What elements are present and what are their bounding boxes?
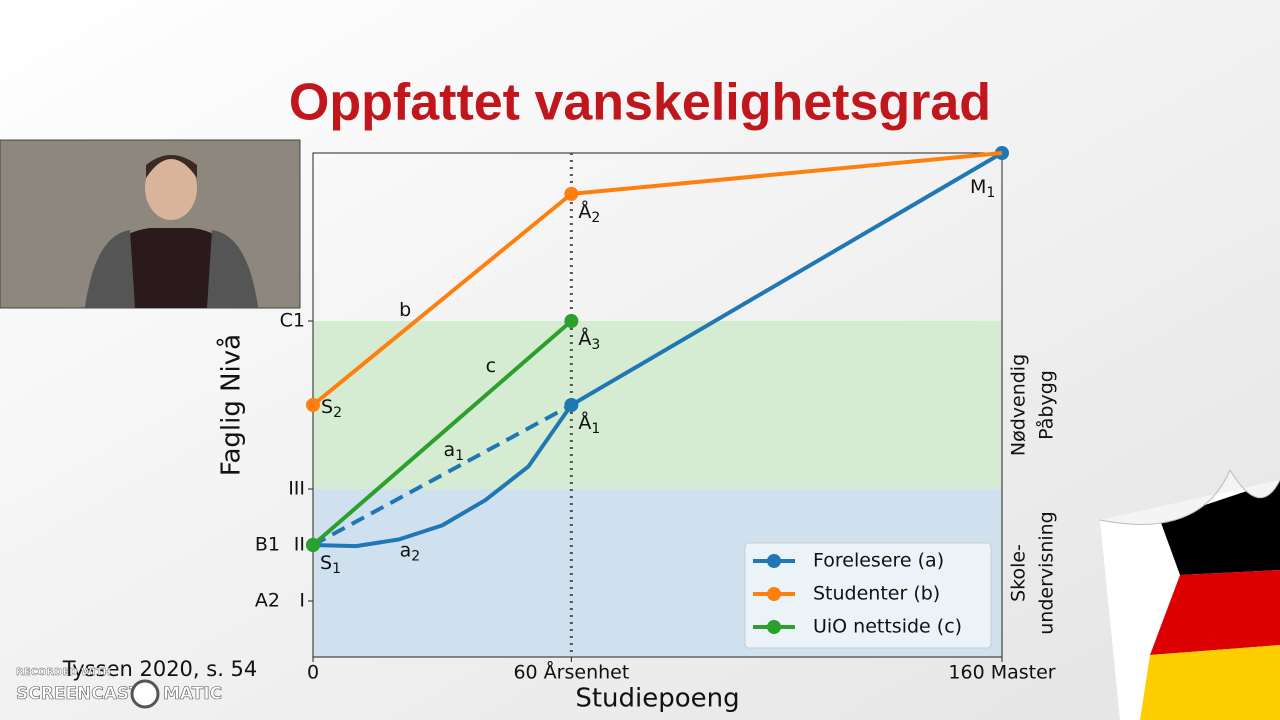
annotation: Å2: [578, 199, 600, 226]
annotation-text: Å: [578, 327, 591, 350]
annotation: Å1: [578, 411, 600, 438]
annotation: c: [486, 354, 496, 376]
annotation-sub: 1: [455, 448, 464, 464]
legend-swatch-marker: [767, 587, 781, 601]
annotation-sub: 2: [411, 549, 420, 565]
watermark-text: RECORDED WITH: [16, 667, 111, 678]
annotation: Å3: [578, 327, 600, 354]
annotation: M1: [970, 176, 995, 202]
band-label: Skole-: [1008, 544, 1030, 602]
annotation-sub: 1: [591, 421, 600, 437]
y-tick-label: C1: [280, 310, 305, 332]
band-label: Nødvendig: [1008, 354, 1030, 456]
y-axis-label: Faglig Nivå: [216, 334, 247, 476]
x-tick-label: 160 Master: [948, 662, 1055, 684]
annotation-sub: 1: [986, 185, 995, 201]
series-marker: [306, 398, 320, 412]
series-marker: [564, 314, 579, 328]
annotation-text: Å: [578, 199, 591, 222]
annotation-text: a: [400, 539, 412, 561]
watermark-logo: [130, 679, 160, 709]
annotation-text: M: [970, 176, 986, 198]
annotation: S1: [320, 552, 341, 578]
legend-swatch-marker: [767, 554, 781, 568]
annotation: a1: [444, 438, 465, 464]
series-marker: [564, 186, 579, 201]
annotation: a2: [400, 539, 421, 565]
dashed-line: [312, 403, 573, 547]
series-line: [312, 151, 1004, 549]
legend-label: Forelesere (a): [813, 550, 944, 572]
annotation-sub: 2: [591, 210, 600, 226]
legend-swatch-marker: [767, 620, 781, 634]
y-tick-label: I: [299, 590, 305, 612]
series-marker: [306, 538, 320, 552]
band-label: Påbygg: [1035, 370, 1058, 440]
annotation-text: S: [320, 552, 332, 574]
x-axis-label: Studiepoeng: [575, 684, 739, 714]
y-tick-label: III: [288, 478, 305, 500]
series-marker: [564, 398, 579, 412]
webcam: [0, 139, 301, 309]
watermark-text: MATIC: [163, 684, 222, 704]
annotation-text: b: [399, 298, 411, 320]
x-tick-label: 0: [307, 662, 319, 684]
slide-title: Oppfattet vanskelighetsgrad: [289, 74, 991, 132]
series-line: [311, 319, 573, 547]
watermark-text: SCREENCAST: [16, 684, 141, 704]
x-tick-label: 60 Årsenhet: [513, 661, 629, 684]
legend-box: [744, 542, 992, 649]
legend-label: Studenter (b): [813, 583, 940, 605]
level-tick-label: B1: [255, 534, 280, 556]
annotation-text: c: [486, 354, 496, 376]
annotation-text: a: [444, 438, 456, 460]
annotation: b: [399, 298, 411, 320]
band-label: undervisning: [1036, 511, 1058, 635]
flag-decoration: [1099, 468, 1280, 720]
annotation-sub: 2: [333, 405, 342, 421]
citation: Tyssen 2020, s. 54: [62, 657, 258, 681]
annotation-sub: 1: [332, 561, 341, 577]
legend-label: UiO nettside (c): [813, 616, 962, 638]
annotation: S2: [321, 396, 342, 422]
band: [313, 321, 1002, 489]
y-tick-label: II: [294, 534, 305, 556]
annotation-text: S: [321, 396, 333, 418]
annotation-text: Å: [578, 411, 591, 434]
watermark: RECORDED WITH SCREENCAST MATIC: [16, 667, 222, 709]
level-tick-label: A2: [255, 590, 280, 612]
annotation-sub: 3: [591, 337, 600, 353]
